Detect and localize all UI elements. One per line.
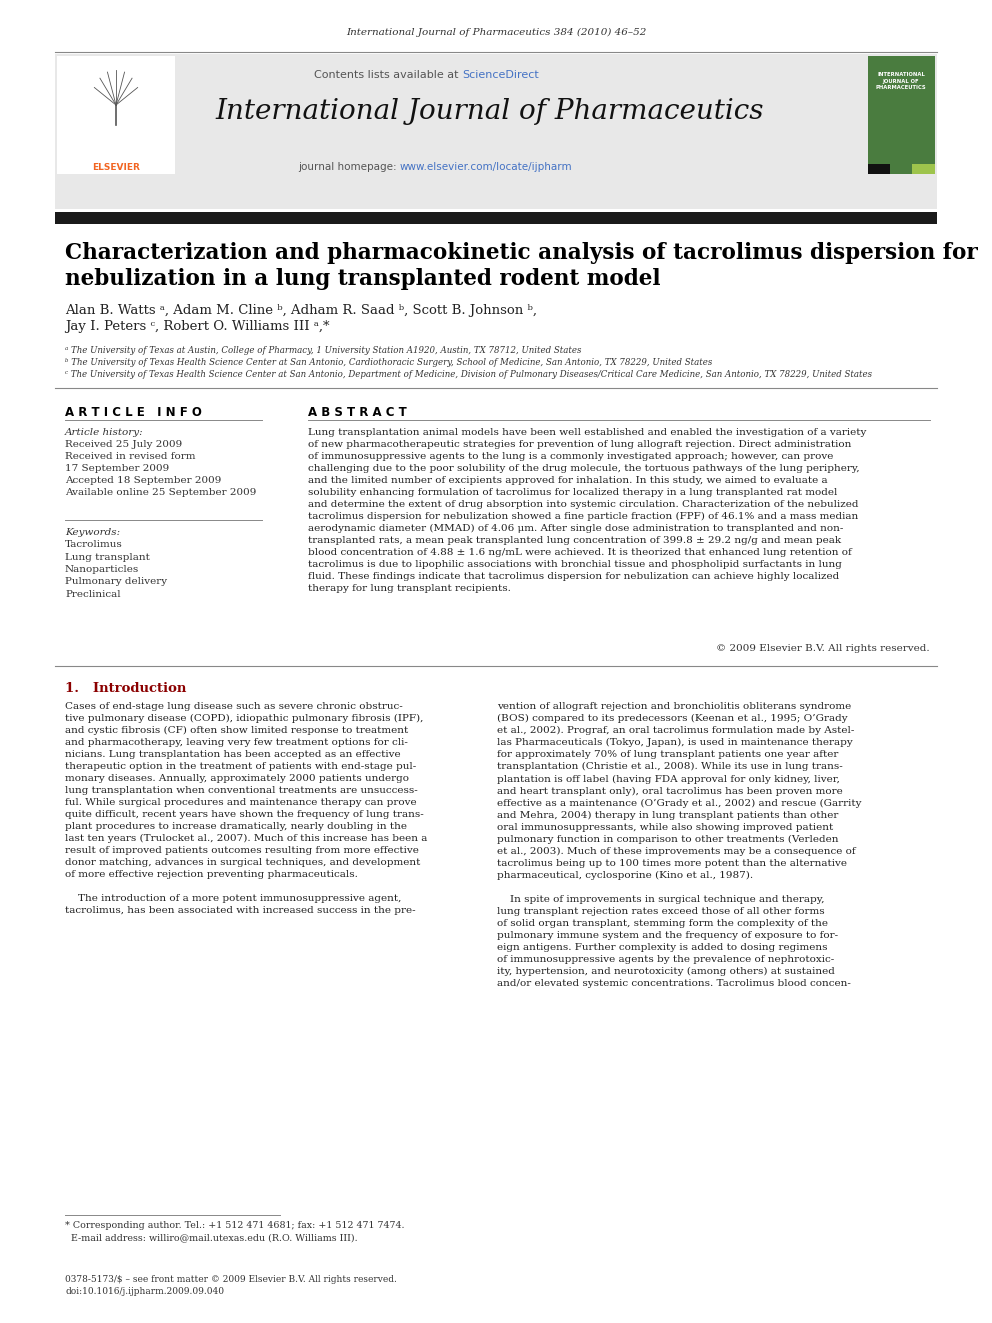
FancyBboxPatch shape	[57, 56, 175, 175]
Text: ᶜ The University of Texas Health Science Center at San Antonio, Department of Me: ᶜ The University of Texas Health Science…	[65, 370, 872, 378]
Text: vention of allograft rejection and bronchiolitis obliterans syndrome
(BOS) compa: vention of allograft rejection and bronc…	[497, 703, 861, 988]
Text: Keywords:: Keywords:	[65, 528, 120, 537]
Text: 0378-5173/$ – see front matter © 2009 Elsevier B.V. All rights reserved.: 0378-5173/$ – see front matter © 2009 El…	[65, 1275, 397, 1285]
Text: A B S T R A C T: A B S T R A C T	[308, 406, 407, 419]
Text: ELSEVIER: ELSEVIER	[92, 163, 140, 172]
Text: International Journal of Pharmaceutics 384 (2010) 46–52: International Journal of Pharmaceutics 3…	[346, 28, 646, 37]
Text: Contents lists available at: Contents lists available at	[314, 70, 462, 79]
FancyBboxPatch shape	[912, 164, 935, 175]
Text: Characterization and pharmacokinetic analysis of tacrolimus dispersion for: Characterization and pharmacokinetic ana…	[65, 242, 978, 265]
FancyBboxPatch shape	[55, 212, 937, 224]
Text: A R T I C L E   I N F O: A R T I C L E I N F O	[65, 406, 202, 419]
Text: Cases of end-stage lung disease such as severe chronic obstruc-
tive pulmonary d: Cases of end-stage lung disease such as …	[65, 703, 428, 914]
Text: ᵃ The University of Texas at Austin, College of Pharmacy, 1 University Station A: ᵃ The University of Texas at Austin, Col…	[65, 347, 581, 355]
Text: 1.   Introduction: 1. Introduction	[65, 681, 186, 695]
Text: nebulization in a lung transplanted rodent model: nebulization in a lung transplanted rode…	[65, 269, 661, 290]
Text: Article history:: Article history:	[65, 429, 144, 437]
Text: Received 25 July 2009
Received in revised form
17 September 2009
Accepted 18 Sep: Received 25 July 2009 Received in revise…	[65, 441, 256, 496]
Text: © 2009 Elsevier B.V. All rights reserved.: © 2009 Elsevier B.V. All rights reserved…	[716, 644, 930, 654]
FancyBboxPatch shape	[55, 54, 937, 209]
Text: www.elsevier.com/locate/ijpharm: www.elsevier.com/locate/ijpharm	[400, 161, 572, 172]
Text: International Journal of Pharmaceutics: International Journal of Pharmaceutics	[215, 98, 764, 124]
Text: journal homepage:: journal homepage:	[299, 161, 400, 172]
Text: Lung transplantation animal models have been well established and enabled the in: Lung transplantation animal models have …	[308, 429, 866, 593]
Text: ᵇ The University of Texas Health Science Center at San Antonio, Cardiothoracic S: ᵇ The University of Texas Health Science…	[65, 359, 712, 366]
Text: Alan B. Watts ᵃ, Adam M. Cline ᵇ, Adham R. Saad ᵇ, Scott B. Johnson ᵇ,: Alan B. Watts ᵃ, Adam M. Cline ᵇ, Adham …	[65, 304, 537, 318]
Text: Tacrolimus
Lung transplant
Nanoparticles
Pulmonary delivery
Preclinical: Tacrolimus Lung transplant Nanoparticles…	[65, 540, 167, 599]
Text: INTERNATIONAL
JOURNAL OF
PHARMACEUTICS: INTERNATIONAL JOURNAL OF PHARMACEUTICS	[876, 71, 927, 90]
FancyBboxPatch shape	[868, 56, 935, 175]
Text: doi:10.1016/j.ijpharm.2009.09.040: doi:10.1016/j.ijpharm.2009.09.040	[65, 1287, 224, 1297]
Text: Jay I. Peters ᶜ, Robert O. Williams III ᵃ,*: Jay I. Peters ᶜ, Robert O. Williams III …	[65, 320, 329, 333]
FancyBboxPatch shape	[868, 164, 890, 175]
Text: * Corresponding author. Tel.: +1 512 471 4681; fax: +1 512 471 7474.: * Corresponding author. Tel.: +1 512 471…	[65, 1221, 405, 1230]
Text: ScienceDirect: ScienceDirect	[462, 70, 539, 79]
Text: E-mail address: williro@mail.utexas.edu (R.O. Williams III).: E-mail address: williro@mail.utexas.edu …	[65, 1233, 358, 1242]
FancyBboxPatch shape	[890, 164, 912, 175]
